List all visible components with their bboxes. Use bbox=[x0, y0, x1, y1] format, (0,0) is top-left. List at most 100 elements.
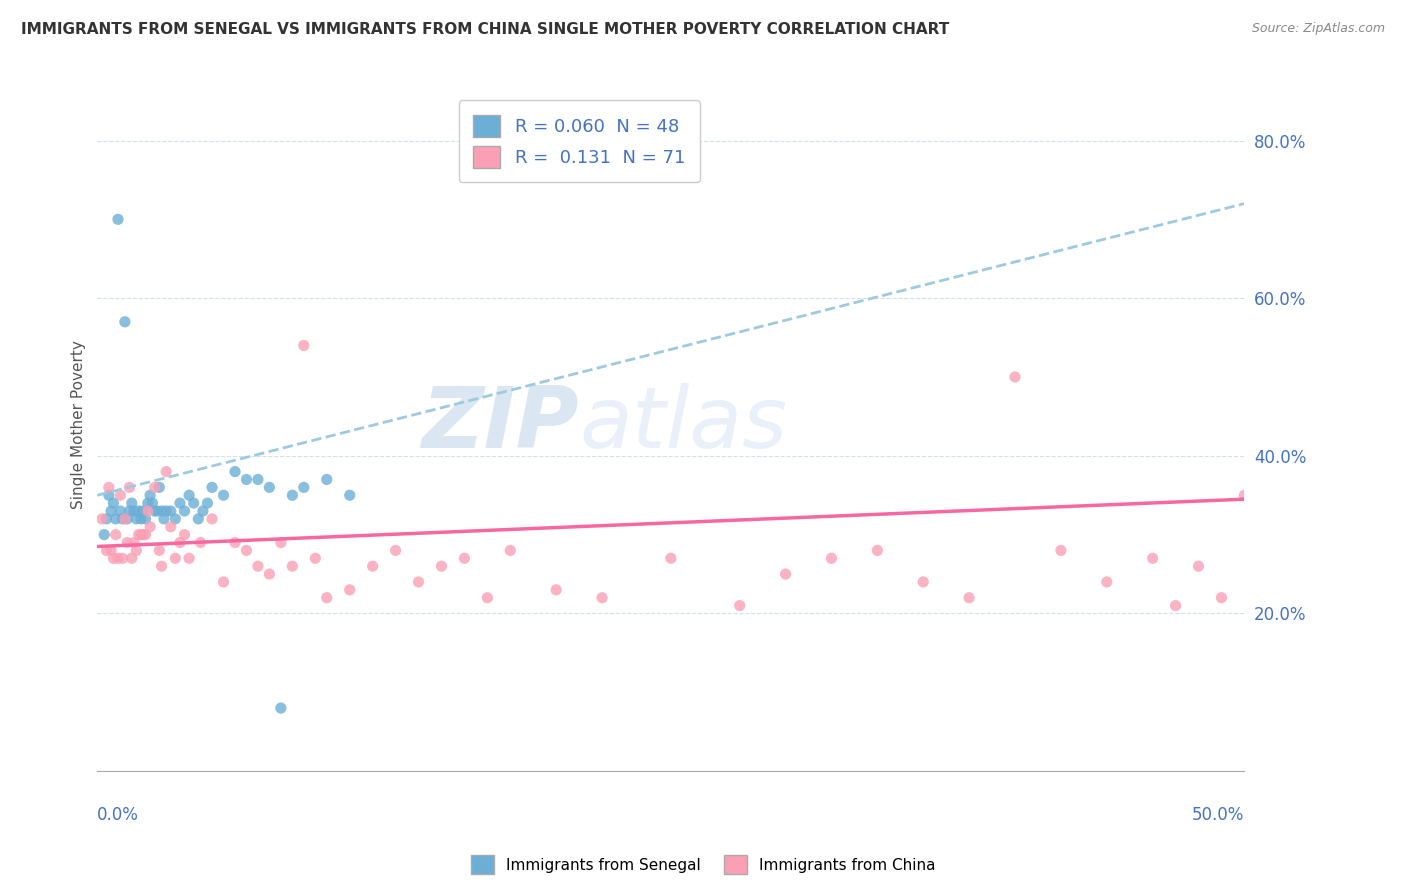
Point bbox=[1211, 591, 1233, 605]
Point bbox=[150, 504, 173, 518]
Point bbox=[197, 496, 219, 510]
Point bbox=[135, 512, 157, 526]
Point bbox=[96, 512, 118, 526]
Point bbox=[118, 504, 141, 518]
Point bbox=[107, 212, 129, 227]
Point bbox=[315, 473, 337, 487]
Point bbox=[103, 551, 125, 566]
Point bbox=[114, 512, 136, 526]
Point bbox=[136, 504, 159, 518]
Point bbox=[190, 535, 212, 549]
Point bbox=[91, 512, 114, 526]
Point bbox=[115, 512, 138, 526]
Point bbox=[912, 574, 935, 589]
Point bbox=[546, 582, 568, 597]
Point bbox=[128, 527, 150, 541]
Point bbox=[1004, 370, 1026, 384]
Point bbox=[139, 488, 162, 502]
Point bbox=[121, 551, 143, 566]
Point bbox=[591, 591, 613, 605]
Point bbox=[361, 559, 384, 574]
Point bbox=[201, 480, 224, 494]
Point bbox=[122, 535, 145, 549]
Point bbox=[235, 543, 257, 558]
Point bbox=[165, 512, 187, 526]
Point bbox=[111, 551, 134, 566]
Point bbox=[659, 551, 682, 566]
Point bbox=[201, 512, 224, 526]
Text: IMMIGRANTS FROM SENEGAL VS IMMIGRANTS FROM CHINA SINGLE MOTHER POVERTY CORRELATI: IMMIGRANTS FROM SENEGAL VS IMMIGRANTS FR… bbox=[21, 22, 949, 37]
Point bbox=[1233, 488, 1256, 502]
Point bbox=[118, 480, 141, 494]
Point bbox=[212, 574, 235, 589]
Point bbox=[259, 567, 281, 582]
Point bbox=[224, 465, 246, 479]
Point bbox=[866, 543, 889, 558]
Point bbox=[1142, 551, 1164, 566]
Point bbox=[143, 504, 166, 518]
Legend: Immigrants from Senegal, Immigrants from China: Immigrants from Senegal, Immigrants from… bbox=[464, 849, 942, 880]
Point bbox=[110, 488, 132, 502]
Point bbox=[159, 520, 181, 534]
Point bbox=[187, 512, 209, 526]
Point bbox=[270, 535, 292, 549]
Text: atlas: atlas bbox=[579, 383, 787, 466]
Point bbox=[155, 504, 177, 518]
Point bbox=[155, 465, 177, 479]
Point bbox=[1256, 527, 1278, 541]
Text: Source: ZipAtlas.com: Source: ZipAtlas.com bbox=[1251, 22, 1385, 36]
Legend: R = 0.060  N = 48, R =  0.131  N = 71: R = 0.060 N = 48, R = 0.131 N = 71 bbox=[458, 100, 700, 182]
Point bbox=[1187, 559, 1209, 574]
Point bbox=[246, 559, 269, 574]
Point bbox=[107, 551, 129, 566]
Point bbox=[820, 551, 842, 566]
Point bbox=[183, 496, 205, 510]
Point bbox=[179, 488, 201, 502]
Point bbox=[957, 591, 980, 605]
Point bbox=[146, 504, 169, 518]
Point bbox=[104, 527, 127, 541]
Y-axis label: Single Mother Poverty: Single Mother Poverty bbox=[72, 340, 86, 508]
Point bbox=[148, 543, 170, 558]
Point bbox=[150, 559, 173, 574]
Point bbox=[135, 527, 157, 541]
Point bbox=[96, 543, 118, 558]
Point bbox=[159, 504, 181, 518]
Text: ZIP: ZIP bbox=[422, 383, 579, 466]
Point bbox=[148, 480, 170, 494]
Point bbox=[97, 488, 120, 502]
Point bbox=[246, 473, 269, 487]
Point bbox=[136, 496, 159, 510]
Point bbox=[224, 535, 246, 549]
Point bbox=[132, 504, 155, 518]
Point bbox=[259, 480, 281, 494]
Point bbox=[1279, 527, 1302, 541]
Point bbox=[339, 488, 361, 502]
Point bbox=[1095, 574, 1118, 589]
Point bbox=[97, 480, 120, 494]
Point bbox=[339, 582, 361, 597]
Point bbox=[173, 527, 195, 541]
Point bbox=[384, 543, 406, 558]
Point bbox=[477, 591, 499, 605]
Point bbox=[292, 338, 315, 352]
Point bbox=[114, 315, 136, 329]
Point bbox=[1164, 599, 1187, 613]
Point bbox=[191, 504, 214, 518]
Point bbox=[125, 512, 148, 526]
Point bbox=[139, 520, 162, 534]
Point bbox=[129, 512, 152, 526]
Point bbox=[281, 559, 304, 574]
Point bbox=[93, 527, 115, 541]
Point bbox=[1050, 543, 1073, 558]
Point bbox=[1302, 567, 1324, 582]
Text: 0.0%: 0.0% bbox=[97, 805, 139, 824]
Point bbox=[499, 543, 522, 558]
Point bbox=[179, 551, 201, 566]
Text: 50.0%: 50.0% bbox=[1192, 805, 1244, 824]
Point bbox=[104, 512, 127, 526]
Point bbox=[165, 551, 187, 566]
Point bbox=[169, 535, 191, 549]
Point bbox=[143, 480, 166, 494]
Point bbox=[173, 504, 195, 518]
